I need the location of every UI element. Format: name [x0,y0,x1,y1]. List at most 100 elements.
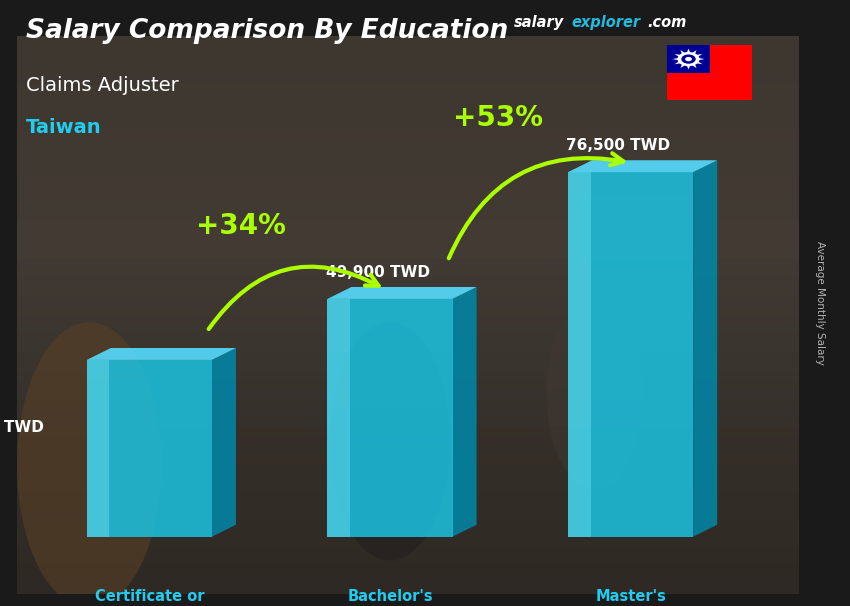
Bar [17,519,799,529]
Bar [17,296,799,306]
Bar [17,501,799,510]
Bar [17,473,799,482]
Bar [17,250,799,259]
Bar [17,547,799,557]
Polygon shape [680,63,686,68]
Polygon shape [680,50,686,55]
Ellipse shape [330,322,450,561]
Polygon shape [327,299,350,537]
Bar [17,157,799,167]
Polygon shape [686,48,691,54]
Bar [17,129,799,139]
Bar [17,45,799,55]
Bar [17,445,799,454]
Polygon shape [87,360,212,537]
Bar [17,418,799,427]
Bar [17,315,799,324]
Bar [17,222,799,231]
Bar [17,343,799,352]
Bar [17,482,799,491]
Bar [17,241,799,250]
Circle shape [685,57,692,61]
Bar [17,185,799,195]
Bar [17,231,799,241]
Bar [17,566,799,575]
Text: Bachelor's
Degree: Bachelor's Degree [347,589,433,606]
Bar [17,491,799,501]
Bar [17,538,799,547]
Bar [17,83,799,92]
Text: +53%: +53% [453,104,543,132]
Bar [17,371,799,380]
Polygon shape [691,63,697,68]
Bar [17,362,799,371]
Bar [17,510,799,519]
Circle shape [681,55,695,64]
Text: explorer: explorer [571,15,640,30]
Text: Salary Comparison By Education: Salary Comparison By Education [26,18,507,44]
Polygon shape [686,64,691,70]
Polygon shape [694,61,702,64]
Bar [17,408,799,418]
Bar [17,73,799,83]
Bar [17,111,799,120]
Bar [17,575,799,585]
Bar [17,464,799,473]
Bar [17,55,799,64]
Text: Certificate or
Diploma: Certificate or Diploma [94,589,204,606]
Text: .com: .com [648,15,687,30]
Bar [17,195,799,204]
Bar [17,268,799,278]
Text: 37,100 TWD: 37,100 TWD [0,419,43,435]
Bar [17,259,799,268]
Bar [17,529,799,538]
Ellipse shape [547,298,643,489]
Text: +34%: +34% [196,213,286,241]
Bar [17,427,799,436]
Circle shape [677,52,700,66]
Polygon shape [327,287,477,299]
Polygon shape [212,348,236,537]
Polygon shape [327,299,452,537]
Bar [17,306,799,315]
Bar [17,176,799,185]
Bar [17,139,799,148]
Bar [17,324,799,334]
Polygon shape [87,348,236,360]
Bar [17,454,799,464]
Bar [17,36,799,45]
Bar [17,120,799,129]
Bar [17,380,799,390]
Bar [667,45,710,73]
Polygon shape [452,287,477,537]
Polygon shape [694,54,702,58]
Bar [17,213,799,222]
Polygon shape [568,172,591,537]
Bar [17,101,799,111]
Bar [17,287,799,296]
Polygon shape [675,54,683,58]
Bar [17,585,799,594]
Polygon shape [675,61,683,64]
Polygon shape [697,58,705,61]
Bar [17,399,799,408]
Polygon shape [568,172,693,537]
Bar [17,557,799,566]
Text: Taiwan: Taiwan [26,118,101,137]
Bar [17,352,799,362]
Ellipse shape [17,322,162,606]
Polygon shape [672,58,680,61]
Polygon shape [693,160,717,537]
Polygon shape [87,360,110,537]
Polygon shape [568,160,717,172]
Text: Claims Adjuster: Claims Adjuster [26,76,178,95]
Bar [17,148,799,157]
Bar [17,334,799,343]
Polygon shape [691,50,697,55]
Bar [17,92,799,101]
Bar [17,204,799,213]
Bar [17,436,799,445]
Bar [17,167,799,176]
Bar [17,64,799,73]
Text: Average Monthly Salary: Average Monthly Salary [815,241,825,365]
